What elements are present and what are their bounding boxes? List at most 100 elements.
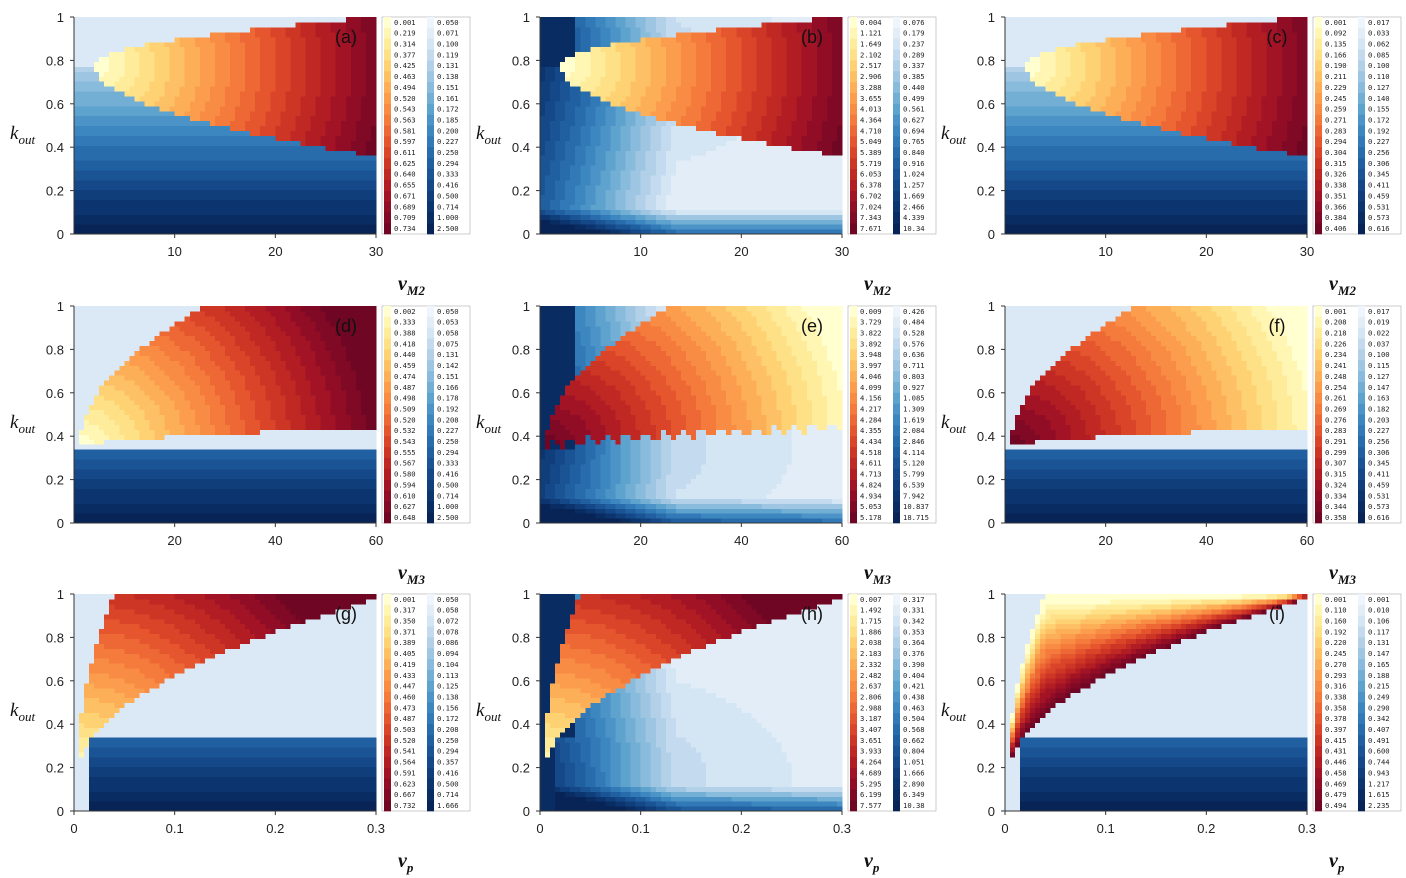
heat-cell — [260, 204, 266, 210]
heat-cell — [240, 56, 246, 62]
heat-cell — [144, 91, 150, 97]
heat-cell — [250, 111, 256, 117]
heat-cell — [104, 56, 110, 62]
heat-cell — [240, 91, 246, 97]
heat-cell — [260, 199, 266, 205]
heat-cell — [190, 96, 196, 102]
heat-cell — [220, 195, 226, 201]
heat-cell — [235, 61, 241, 67]
heat-cell — [175, 52, 181, 58]
heat-cell — [150, 199, 156, 205]
heat-cell — [109, 209, 115, 215]
heat-cell — [139, 91, 145, 97]
heat-cell — [230, 37, 236, 43]
heat-cell — [200, 190, 206, 196]
heat-cell — [250, 155, 256, 161]
heat-cell — [230, 199, 236, 205]
heat-cell — [114, 224, 120, 230]
heat-cell — [139, 71, 145, 77]
heat-cell — [260, 17, 266, 23]
heat-cell — [280, 219, 286, 225]
heat-cell — [114, 91, 120, 97]
heat-cell — [119, 180, 125, 186]
heat-cell — [220, 130, 226, 136]
heat-cell — [129, 96, 135, 102]
heat-cell — [114, 86, 120, 92]
heat-cell — [185, 219, 191, 225]
heat-cell — [109, 224, 115, 230]
heat-cell — [275, 111, 281, 117]
heat-cell — [180, 91, 186, 97]
heat-cell — [134, 91, 140, 97]
heat-cell — [155, 47, 161, 53]
heat-cell — [245, 56, 251, 62]
heat-cell — [99, 116, 105, 122]
heat-cell — [270, 175, 276, 181]
heat-cell — [119, 170, 125, 176]
heat-cell — [155, 101, 161, 107]
heat-cell — [195, 219, 201, 225]
heat-cell — [210, 86, 216, 92]
heat-cell — [129, 37, 135, 43]
heat-cell — [265, 209, 271, 215]
heat-cell — [109, 130, 115, 136]
heat-cell — [270, 160, 276, 166]
heat-cell — [250, 185, 256, 191]
heat-cell — [210, 165, 216, 171]
heat-cell — [250, 224, 256, 230]
heat-cell — [270, 116, 276, 122]
heat-cell — [180, 61, 186, 67]
heat-cell — [250, 71, 256, 77]
heat-cell — [109, 61, 115, 67]
heat-cell — [165, 61, 171, 67]
heat-cell — [150, 116, 156, 122]
heat-cell — [190, 116, 196, 122]
heat-cell — [270, 135, 276, 141]
heat-cell — [210, 180, 216, 186]
heat-cell — [119, 219, 125, 225]
heat-cell — [134, 81, 140, 87]
heat-cell — [230, 121, 236, 127]
heat-cell — [74, 22, 80, 28]
heat-cell — [240, 145, 246, 151]
heat-cell — [255, 165, 261, 171]
heat-cell — [94, 96, 100, 102]
heat-cell — [160, 160, 166, 166]
heat-cell — [260, 140, 266, 146]
heat-cell — [255, 145, 261, 151]
heat-cell — [205, 76, 211, 82]
heat-cell — [79, 42, 85, 48]
heat-cell — [260, 121, 266, 127]
heat-cell — [165, 155, 171, 161]
heat-cell — [245, 219, 251, 225]
heat-cell — [235, 150, 241, 156]
heat-cell — [139, 96, 145, 102]
heat-cell — [275, 155, 281, 161]
heat-cell — [150, 42, 156, 48]
heat-cell — [225, 140, 231, 146]
heat-cell — [165, 101, 171, 107]
heat-cell — [195, 195, 201, 201]
heat-cell — [240, 155, 246, 161]
heat-cell — [150, 52, 156, 58]
heat-cell — [195, 165, 201, 171]
heat-cell — [260, 76, 266, 82]
heat-cell — [139, 130, 145, 136]
heat-cell — [104, 219, 110, 225]
heat-cell — [104, 121, 110, 127]
heat-cell — [230, 170, 236, 176]
heat-cell — [185, 42, 191, 48]
heat-cell — [139, 52, 145, 58]
heat-cell — [155, 76, 161, 82]
heat-cell — [235, 140, 241, 146]
heat-cell — [94, 106, 100, 112]
heat-cell — [170, 32, 176, 38]
heat-cell — [230, 56, 236, 62]
heat-cell — [200, 47, 206, 53]
heat-cell — [245, 140, 251, 146]
heat-cell — [84, 96, 90, 102]
heat-cell — [200, 199, 206, 205]
heat-cell — [144, 22, 150, 28]
heat-cell — [94, 204, 100, 210]
heat-cell — [74, 96, 80, 102]
